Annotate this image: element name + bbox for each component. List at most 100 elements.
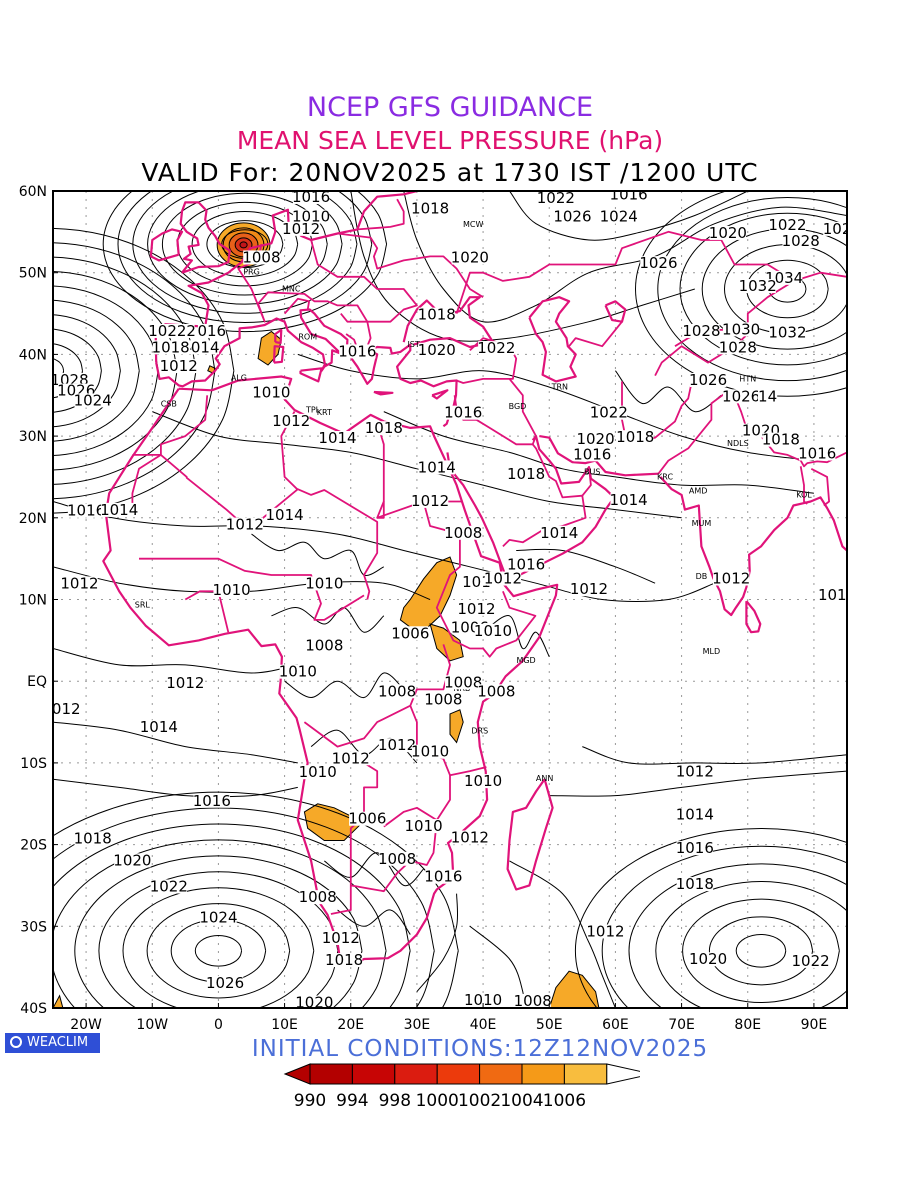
isobar-label: 1010 (464, 991, 502, 1009)
isobar-atlantic-high (53, 328, 102, 413)
isobar-indian-ocean-high (708, 916, 814, 986)
isobar-label-bg (610, 493, 647, 508)
isobar-label: 1022 (768, 216, 806, 234)
legend-label: 1002 (458, 1091, 501, 1111)
isobar-label: 1010 (292, 208, 330, 226)
isobar-label-bg (610, 191, 647, 202)
isobar-indian-ocean-high (628, 863, 847, 1008)
isobar-label-bg (167, 676, 204, 691)
isobar-siberian-high (657, 197, 847, 382)
isobar-atlantic-high (53, 242, 216, 500)
lat-tick-label: 30S (20, 919, 47, 935)
isobar-label: 1008 (514, 992, 552, 1010)
isobar-label: 1030 (722, 320, 760, 338)
isobar-label-bg (339, 344, 376, 359)
isobar-label: 14 (758, 387, 777, 405)
isobar-label: 1022 (477, 339, 515, 357)
isobar-label-bg (296, 995, 333, 1008)
isobar-label: 1018 (676, 875, 714, 893)
isobar-label-bg (478, 341, 515, 356)
lat-tick-label: 20N (19, 511, 47, 527)
lat-tick-label: 10S (20, 756, 47, 772)
isobar-label-bg (322, 931, 360, 946)
isobar-indian-ocean-high (682, 898, 840, 1003)
station-label: NDLS (727, 439, 749, 448)
isobar-label-bg (617, 430, 654, 445)
isobar-label-bg (514, 993, 551, 1008)
station-label: KOL (796, 490, 812, 499)
isobar-north-low (132, 191, 358, 314)
isobar-label-bg (762, 432, 800, 447)
lat-tick-label: 60N (19, 184, 47, 200)
isobar-label: 1012 (570, 580, 608, 598)
isobar-label: 1022 (792, 952, 830, 970)
isobar-label-bg (365, 421, 403, 436)
isobar-label-bg (378, 851, 416, 866)
lon-tick-label: 80E (734, 1017, 761, 1033)
isobar-label-bg (243, 250, 280, 265)
isobar-label: 1028 (782, 232, 820, 250)
political-border (357, 198, 405, 231)
isobar-label-bg (425, 692, 462, 707)
isobar-label: 1012 (586, 922, 624, 940)
isobar-label: 1024 (600, 208, 638, 226)
isobar-label: 1026 (722, 387, 760, 405)
isobar-label-bg (722, 322, 760, 337)
isobar-label: 1012 (712, 570, 750, 588)
low-area (429, 623, 464, 662)
coastline (506, 778, 554, 891)
isobar-label: 1008 (242, 248, 280, 266)
isobar-label: 1018 (411, 199, 449, 217)
isobar-label-bg (640, 256, 677, 271)
isobar-label: 1020 (418, 341, 456, 359)
isobar-label-bg (418, 307, 455, 322)
isobar (152, 411, 682, 519)
isobar-label: 1016 (798, 445, 836, 463)
isobar-label-bg (713, 571, 750, 586)
isobar-label-bg (458, 601, 495, 616)
isobar-label-bg (445, 675, 482, 690)
lon-tick-label: 0 (214, 1017, 223, 1033)
isobar-label: 1012 (282, 220, 320, 238)
political-border (456, 337, 518, 384)
isobar-south-atlantic-high (74, 855, 363, 1008)
isobar-land (615, 370, 722, 413)
coastline (272, 345, 285, 364)
isobar-label: 1008 (477, 682, 515, 700)
isobar-label: 1028 (719, 338, 757, 356)
isobar-label-bg (818, 587, 847, 602)
isobar (53, 501, 715, 603)
station-label: HTN (739, 374, 756, 383)
isobar-label-bg (325, 953, 363, 968)
coastline (604, 300, 627, 323)
isobar-label-bg (149, 323, 195, 338)
copyright-icon (10, 1036, 22, 1048)
isobar-label: 1018 (74, 829, 112, 847)
isobar-label: 1006 (391, 624, 429, 642)
isobar-label: 1016 (193, 792, 231, 810)
isobar-label: 1010 (474, 622, 512, 640)
lat-tick-label: 50N (19, 266, 47, 282)
isobar-label-bg (709, 225, 747, 240)
isobar-label: 1010 (299, 763, 337, 781)
coastline (274, 328, 283, 345)
isobar-label: 1016 (67, 502, 105, 520)
isobar-siberian-high (723, 244, 847, 334)
lat-tick-label: 40N (19, 347, 47, 363)
political-border (283, 297, 310, 315)
isobar-label: 1026 (689, 371, 727, 389)
isobar-label-bg (451, 250, 489, 265)
political-border (502, 443, 587, 548)
isobar (53, 778, 298, 798)
station-label: TRN (551, 383, 568, 392)
isobar-label: 1012 (322, 929, 360, 947)
political-border (303, 704, 411, 748)
station-label: KRT (317, 408, 332, 417)
isobar-label: 1012 (332, 749, 370, 767)
isobar-south-atlantic-high (53, 791, 459, 1008)
isobar-label-bg (676, 841, 714, 856)
isobar-label: 1012 (160, 357, 198, 375)
political-border (340, 313, 372, 350)
isobar-label: 10222 (148, 322, 196, 340)
